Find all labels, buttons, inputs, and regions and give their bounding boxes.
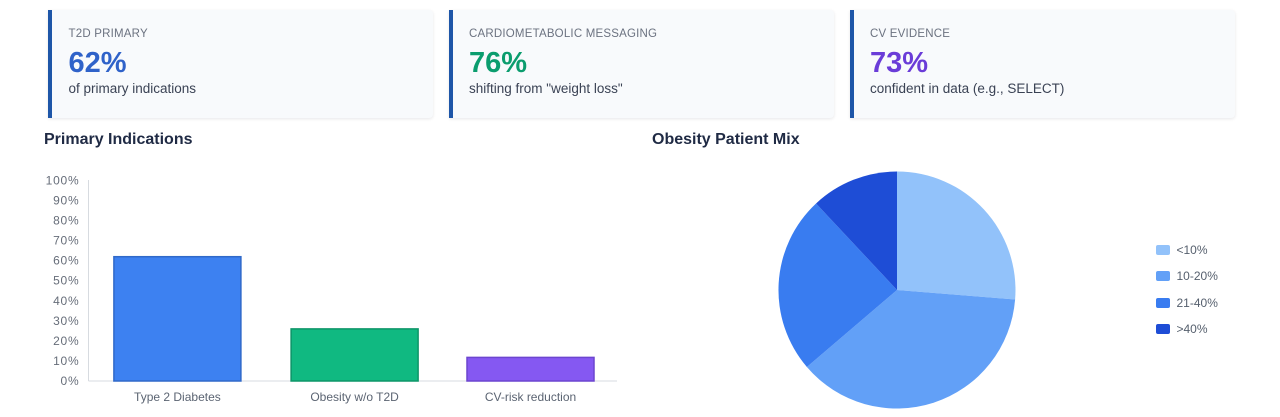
svg-text:30%: 30%	[53, 314, 79, 328]
svg-text:Obesity w/o T2D: Obesity w/o T2D	[310, 390, 399, 404]
svg-text:20%: 20%	[53, 334, 79, 348]
svg-text:50%: 50%	[53, 274, 79, 288]
svg-text:90%: 90%	[53, 194, 79, 208]
svg-text:Type 2 Diabetes: Type 2 Diabetes	[134, 390, 221, 404]
svg-text:CV-risk reduction: CV-risk reduction	[485, 390, 576, 404]
svg-text:0%: 0%	[61, 374, 80, 388]
svg-text:70%: 70%	[53, 234, 79, 248]
svg-text:10%: 10%	[53, 354, 79, 368]
svg-text:80%: 80%	[53, 214, 79, 228]
svg-text:60%: 60%	[53, 254, 79, 268]
svg-text:100%: 100%	[46, 174, 80, 188]
svg-text:40%: 40%	[53, 294, 79, 308]
